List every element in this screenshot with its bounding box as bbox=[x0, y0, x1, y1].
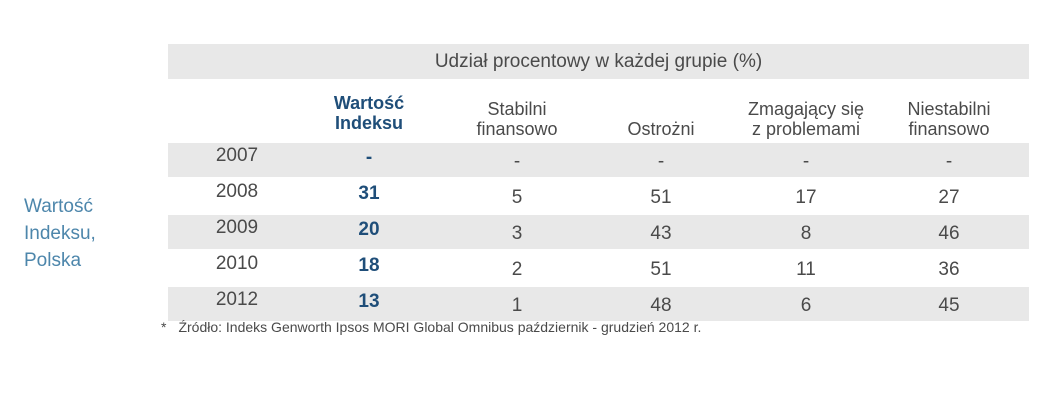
row-group-label-line: Indeksu, bbox=[24, 223, 96, 244]
index-value-cell: 31 bbox=[358, 183, 380, 204]
footnote-text: Źródło: Indeks Genworth Ipsos MORI Globa… bbox=[178, 319, 702, 335]
column-header-line: Ostrożni bbox=[627, 119, 695, 139]
stable-cell: 5 bbox=[511, 187, 523, 208]
stable-cell: 3 bbox=[511, 223, 523, 244]
struggling-cell: 6 bbox=[800, 295, 812, 316]
column-header-index: Wartość Indeksu bbox=[318, 79, 420, 143]
unstable-cell: 27 bbox=[938, 187, 960, 208]
column-header-line: finansowo bbox=[908, 119, 990, 139]
table-row: 2009 20 3 43 8 46 bbox=[168, 215, 1029, 249]
index-value-cell: - bbox=[365, 147, 373, 168]
column-header-line: Wartość bbox=[333, 93, 405, 113]
column-header-unstable: Niestabilni finansowo bbox=[890, 79, 1008, 143]
source-footnote: * Źródło: Indeks Genworth Ipsos MORI Glob… bbox=[161, 319, 701, 335]
column-header-cautious: Ostrożni bbox=[606, 79, 716, 143]
column-header-line: Zmagający się bbox=[747, 99, 865, 119]
column-header-line: Niestabilni bbox=[907, 99, 991, 119]
column-header-line: Indeksu bbox=[334, 113, 404, 133]
column-header-line: Stabilni bbox=[487, 99, 547, 119]
struggling-cell: 11 bbox=[796, 259, 816, 280]
cautious-cell: 51 bbox=[650, 259, 672, 280]
unstable-cell: 36 bbox=[938, 259, 960, 280]
row-group-label-line: Wartość bbox=[24, 196, 93, 217]
unstable-cell: 45 bbox=[938, 295, 960, 316]
stable-cell: 2 bbox=[511, 259, 523, 280]
cautious-cell: 43 bbox=[650, 223, 672, 244]
table-row: 2010 18 2 51 11 36 bbox=[168, 251, 1029, 285]
table-caption: Udział procentowy w każdej grupie (%) bbox=[168, 44, 1029, 79]
footnote-asterisk: * bbox=[161, 319, 167, 335]
table-row: 2007 - - - - - bbox=[168, 143, 1029, 177]
year-cell: 2008 bbox=[215, 181, 259, 202]
year-cell: 2009 bbox=[215, 217, 259, 238]
stable-cell: - bbox=[513, 151, 521, 172]
table-row: 2008 31 5 51 17 27 bbox=[168, 179, 1029, 213]
table-row: 2012 13 1 48 6 45 bbox=[168, 287, 1029, 321]
cautious-cell: 48 bbox=[650, 295, 672, 316]
column-header-row: Wartość Indeksu Stabilni finansowo Ostro… bbox=[168, 79, 1029, 143]
row-group-label-line: Polska bbox=[24, 250, 82, 271]
year-cell: 2010 bbox=[215, 253, 259, 274]
column-header-struggling: Zmagający się z problemami bbox=[736, 79, 876, 143]
cautious-cell: 51 bbox=[650, 187, 672, 208]
cautious-cell: - bbox=[657, 151, 665, 172]
year-cell: 2012 bbox=[215, 289, 259, 310]
column-header-stable: Stabilni finansowo bbox=[452, 79, 582, 143]
index-value-cell: 13 bbox=[358, 291, 380, 312]
stable-cell: 1 bbox=[511, 295, 523, 316]
index-value-cell: 18 bbox=[358, 255, 380, 276]
year-cell: 2007 bbox=[215, 145, 259, 166]
struggling-cell: 8 bbox=[800, 223, 812, 244]
row-group-label: Wartość Indeksu, Polska bbox=[24, 193, 144, 274]
index-table: Udział procentowy w każdej grupie (%) Wa… bbox=[168, 44, 1029, 321]
column-header-line: finansowo bbox=[476, 119, 558, 139]
unstable-cell: 46 bbox=[938, 223, 960, 244]
unstable-cell: - bbox=[945, 151, 953, 172]
column-header-line: z problemami bbox=[751, 119, 861, 139]
struggling-cell: 17 bbox=[795, 187, 817, 208]
index-value-cell: 20 bbox=[358, 219, 380, 240]
struggling-cell: - bbox=[802, 151, 810, 172]
